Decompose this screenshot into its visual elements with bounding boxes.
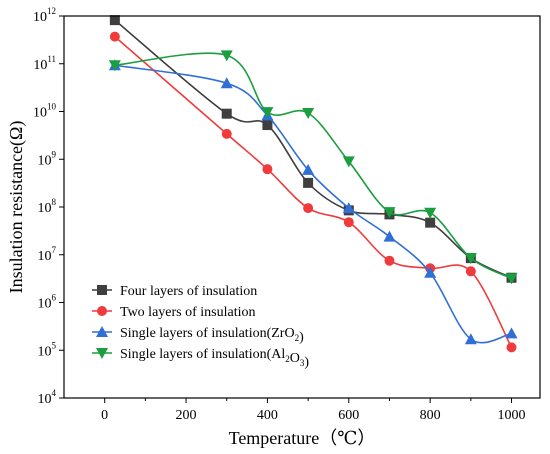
data-point [302,163,315,175]
y-tick-label: 1011 [33,54,56,73]
plot-area [108,15,518,353]
data-point [109,15,120,26]
y-tick-label: 104 [38,388,57,407]
y-tick-label: 108 [38,197,57,216]
x-tick-label: 0 [101,408,108,423]
series-4 [108,50,518,285]
data-point [220,50,233,62]
series-line [114,64,512,344]
data-point [302,108,315,120]
data-point [221,128,232,139]
data-point [383,207,396,219]
legend-marker [97,285,107,295]
legend-label: Single layers of insulation(ZrO2) [120,326,304,345]
data-point [384,255,395,266]
legend-marker [96,348,108,359]
axes: 0 200 400 600 800 1000 104 105 106 107 108 109 1010 1… [33,6,541,423]
x-tick-label: 200 [176,408,197,423]
y-axis-title: Insulation resistance(Ω) [6,121,27,294]
data-point [342,202,355,214]
y-tick-label: 106 [38,293,57,312]
data-point [220,77,233,89]
x-axis-title: Temperature（℃） [229,428,376,448]
series-line [114,36,513,348]
data-point [506,342,517,353]
data-point [383,230,396,242]
data-point [303,203,314,214]
data-point [424,266,437,278]
data-point [425,217,436,228]
data-point [464,253,477,265]
data-point [261,107,274,119]
data-point [505,327,518,339]
y-tick-label: 1010 [33,102,57,121]
data-point [464,333,477,345]
series-1 [109,15,517,283]
data-point [109,31,120,42]
legend-label: Four layers of insulation [120,284,257,299]
legend-marker [96,326,108,337]
x-tick-label: 800 [420,408,441,423]
x-tick-label: 400 [257,408,278,423]
data-point [262,164,273,175]
y-tick-label: 105 [38,340,57,359]
legend: Four layers of insulation Two layers of i… [92,284,309,370]
y-tick-label: 109 [38,149,57,168]
x-tick-label: 600 [338,408,359,423]
legend-item-4: Single layers of insulation(Al2O3) [92,347,309,370]
x-tick-label: 1000 [498,408,526,423]
series-line [114,19,512,279]
legend-item-3: Single layers of insulation(ZrO2) [92,326,304,345]
data-point [424,207,437,219]
y-tick-label: 1012 [33,6,56,25]
series-line [114,52,512,280]
y-tick-label: 107 [38,245,57,264]
data-point [465,266,476,277]
data-point [343,217,354,228]
data-point [108,60,121,72]
series-3 [108,59,518,345]
legend-item-1: Four layers of insulation [92,284,257,299]
legend-label: Single layers of insulation(Al2O3) [120,347,309,370]
legend-item-2: Two layers of insulation [92,305,256,320]
data-point [262,120,273,131]
data-point [221,108,232,119]
data-point [342,156,355,168]
data-point [505,273,518,285]
legend-label: Two layers of insulation [120,305,256,320]
legend-marker [97,306,107,316]
data-point [303,177,314,188]
